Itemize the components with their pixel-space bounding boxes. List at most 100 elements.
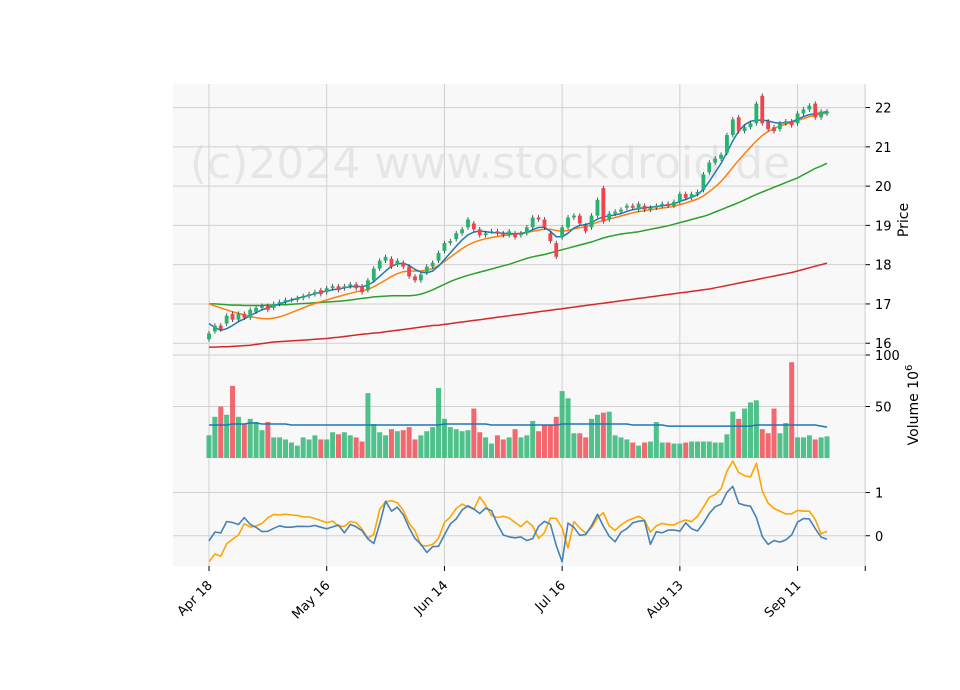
candle-body — [630, 205, 635, 208]
volume-bar — [665, 442, 671, 458]
volume-bar — [736, 418, 742, 458]
candlestick — [407, 264, 412, 279]
candlestick — [672, 199, 676, 209]
volume-bar — [759, 429, 765, 458]
volume-bar — [677, 443, 683, 458]
volume-bar — [818, 437, 824, 458]
candle-body — [477, 229, 482, 236]
candlestick — [701, 171, 706, 193]
volume-average-line — [209, 422, 828, 428]
candle-body — [324, 288, 329, 293]
candle-body — [460, 229, 464, 234]
candlestick — [683, 191, 688, 201]
candlestick — [377, 258, 382, 271]
candlestick — [536, 215, 541, 222]
candlestick — [566, 215, 570, 230]
candle-body — [766, 121, 771, 130]
volume-bar — [394, 431, 400, 458]
volume-bar — [306, 439, 312, 458]
ma-long-line — [209, 262, 828, 348]
volume-bar — [288, 442, 294, 458]
volume-bar — [541, 425, 547, 458]
volume-bar — [253, 421, 259, 458]
candlestick — [260, 303, 264, 311]
volume-bar — [547, 425, 553, 458]
volume-bar — [583, 437, 589, 458]
candlestick — [583, 223, 588, 234]
candlestick — [719, 152, 723, 161]
candle-body — [507, 231, 512, 236]
candlestick — [383, 254, 388, 264]
candle-body — [424, 266, 429, 273]
candle-body — [725, 135, 729, 153]
volume-bar — [359, 441, 365, 458]
candle-body — [313, 292, 317, 295]
candle-body — [289, 300, 294, 302]
candle-body — [519, 233, 523, 236]
ind-panel-bg — [173, 458, 865, 566]
candle-body — [530, 217, 535, 228]
candle-body — [736, 117, 741, 132]
candle-body — [683, 193, 688, 198]
candle-body — [395, 260, 400, 265]
candle-body — [471, 223, 476, 230]
candle-body — [489, 231, 494, 233]
candlestick — [318, 287, 323, 297]
candlestick — [495, 228, 500, 236]
candle-body — [642, 205, 647, 210]
candlestick — [607, 211, 612, 222]
price-moving-averages — [208, 110, 828, 348]
volume-bar — [453, 429, 459, 458]
candle-body — [801, 109, 806, 114]
candle-body — [789, 121, 794, 126]
candlestick — [707, 160, 712, 175]
volume-axis-label-base: Volume 10 — [906, 371, 922, 445]
volume-bar — [388, 429, 394, 458]
candle-body — [224, 315, 229, 324]
volume-bar — [683, 442, 689, 458]
candlestick — [454, 230, 459, 242]
candle-body — [277, 301, 282, 304]
candle-body — [295, 298, 300, 301]
candlestick — [548, 230, 553, 244]
candle-body — [466, 219, 470, 228]
candle-body — [601, 188, 606, 222]
candlestick — [654, 203, 659, 211]
candlestick — [754, 101, 759, 126]
volume-bar — [671, 443, 677, 458]
candle-body — [377, 260, 382, 269]
volume-bar — [565, 398, 571, 458]
price-axis-label: Price — [896, 203, 912, 237]
candlestick — [760, 93, 765, 126]
volume-bar — [465, 430, 471, 458]
candle-body — [548, 233, 553, 242]
volume-bar — [489, 443, 495, 458]
candle-body — [430, 262, 435, 267]
volume-bar — [730, 411, 736, 458]
volume-bar — [383, 435, 389, 458]
candlestick — [366, 278, 370, 293]
volume-bar — [418, 435, 424, 458]
candle-body — [560, 227, 565, 238]
volume-bar — [212, 416, 218, 458]
volume-bar — [524, 435, 530, 458]
volume-bar — [512, 429, 518, 458]
price-y-tick-label: 19 — [875, 219, 892, 234]
candlestick — [389, 256, 394, 269]
volume-bar — [695, 441, 701, 458]
candle-body — [389, 258, 394, 267]
candle-body — [442, 243, 447, 251]
candlestick — [789, 118, 794, 128]
candlestick — [236, 311, 241, 323]
volume-bar — [377, 432, 383, 458]
candlesticks — [207, 93, 829, 342]
candlestick — [660, 201, 665, 209]
candle-body — [265, 305, 270, 310]
volume-bar — [483, 437, 489, 458]
candle-body — [248, 309, 253, 318]
candle-body — [236, 313, 241, 320]
candlestick — [460, 226, 464, 236]
candlestick — [230, 311, 235, 323]
candlestick — [224, 313, 229, 326]
